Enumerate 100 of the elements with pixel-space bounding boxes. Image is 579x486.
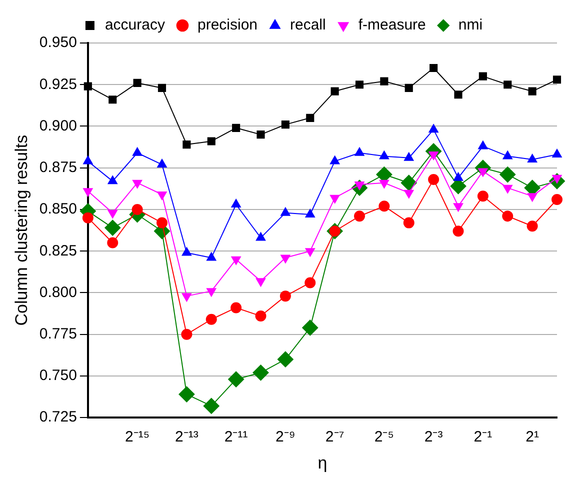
- point: [478, 72, 487, 80]
- y-tick-label: 0.850: [39, 200, 77, 218]
- y-tick-label: 0.725: [39, 408, 77, 426]
- point: [181, 328, 192, 340]
- point: [330, 87, 339, 96]
- point: [107, 237, 118, 248]
- point: [182, 247, 192, 256]
- x-tick-label: 2⁻¹: [474, 428, 492, 446]
- y-tick-label: 0.950: [39, 34, 77, 52]
- x-tick-label: 2⁻¹³: [175, 428, 198, 446]
- point: [104, 220, 121, 236]
- point: [228, 371, 244, 388]
- point: [277, 351, 294, 368]
- point: [379, 180, 390, 188]
- point: [230, 302, 242, 314]
- point: [133, 78, 142, 87]
- point: [158, 84, 166, 92]
- point: [281, 120, 290, 129]
- point: [330, 194, 340, 204]
- point: [404, 190, 414, 198]
- point: [404, 84, 413, 92]
- point: [430, 64, 438, 72]
- point: [354, 210, 365, 222]
- point: [84, 82, 92, 90]
- point: [252, 364, 269, 381]
- point: [453, 172, 464, 181]
- point: [256, 232, 266, 241]
- point: [255, 310, 266, 322]
- point: [379, 150, 390, 160]
- legend-label: recall: [290, 16, 326, 34]
- y-tick-label: 0.825: [39, 242, 77, 260]
- y-tick-label: 0.900: [39, 117, 77, 134]
- point: [231, 256, 241, 265]
- point: [380, 77, 388, 86]
- x-tick-label: 2⁻³: [424, 428, 443, 446]
- point: [232, 124, 240, 132]
- y-tick-label: 0.925: [39, 76, 77, 93]
- point: [82, 212, 94, 224]
- point: [280, 207, 290, 216]
- point: [178, 386, 195, 402]
- point: [83, 156, 93, 164]
- point: [182, 140, 191, 149]
- point: [256, 278, 266, 287]
- point: [454, 90, 462, 99]
- point: [478, 140, 488, 150]
- point: [502, 150, 512, 160]
- point: [206, 252, 216, 261]
- point: [404, 152, 414, 161]
- legend-label: precision: [197, 16, 258, 34]
- point: [132, 204, 143, 215]
- point: [203, 398, 220, 414]
- point: [452, 226, 464, 237]
- point: [182, 293, 192, 302]
- point: [354, 147, 364, 156]
- point: [108, 176, 118, 184]
- point: [502, 210, 514, 222]
- point: [156, 217, 168, 228]
- point: [552, 76, 562, 84]
- point: [378, 200, 390, 212]
- point: [206, 288, 216, 297]
- point: [157, 192, 167, 200]
- point: [132, 147, 142, 156]
- point: [527, 154, 538, 163]
- point: [108, 210, 118, 218]
- point: [526, 220, 538, 232]
- point: [280, 254, 290, 264]
- x-axis-title: η: [318, 453, 328, 472]
- point: [400, 174, 417, 191]
- point: [504, 80, 512, 89]
- x-tick-label: 2⁻¹⁵: [125, 428, 150, 446]
- point: [477, 190, 488, 202]
- legend-label: accuracy: [104, 16, 166, 34]
- point: [453, 203, 464, 212]
- x-tick-label: 2⁻⁷: [325, 428, 344, 446]
- x-tick-label: 2⁻⁵: [374, 428, 394, 446]
- point: [428, 174, 440, 186]
- point: [157, 159, 167, 168]
- point: [552, 149, 562, 158]
- legend-label: nmi: [458, 16, 483, 34]
- point: [527, 193, 538, 202]
- point: [206, 314, 217, 325]
- point: [132, 180, 142, 188]
- y-tick-label: 0.750: [39, 367, 77, 384]
- point: [428, 124, 438, 133]
- x-tick-label: 2¹: [526, 428, 539, 446]
- point: [502, 184, 512, 194]
- point: [330, 156, 340, 164]
- y-tick-label: 0.800: [39, 284, 77, 301]
- point: [355, 80, 364, 89]
- point: [256, 130, 265, 139]
- point: [305, 248, 315, 257]
- y-tick-label: 0.875: [39, 159, 77, 176]
- point: [108, 96, 117, 104]
- legend-label: f-measure: [358, 16, 426, 34]
- point: [83, 188, 93, 197]
- point: [304, 277, 316, 288]
- point: [403, 217, 414, 228]
- point: [207, 137, 216, 146]
- y-axis-title: Column clustering results: [12, 134, 31, 326]
- point: [306, 114, 314, 122]
